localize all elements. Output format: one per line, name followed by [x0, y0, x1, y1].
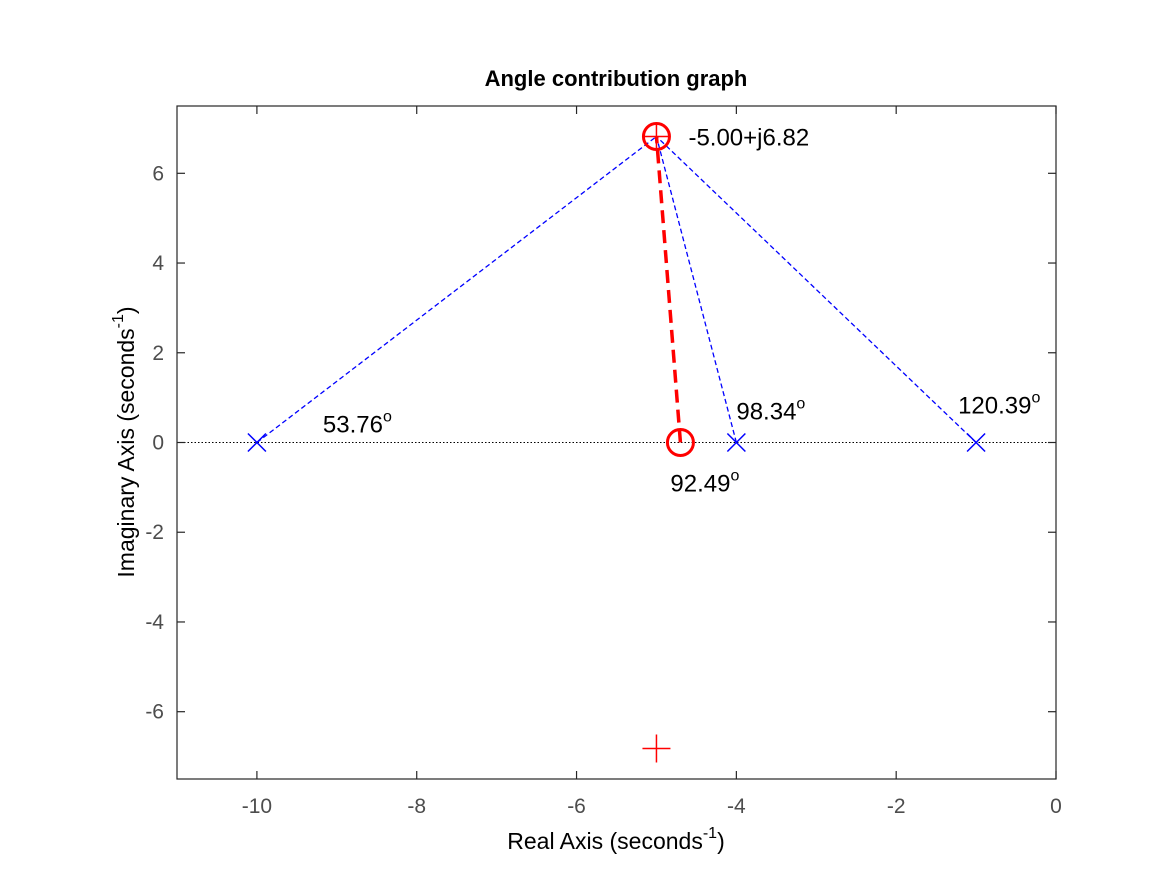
y-tick-label-2: -2 — [145, 521, 164, 544]
test-point-label: -5.00+j6.82 — [688, 125, 809, 152]
pole-vector-line-2 — [656, 136, 977, 443]
pole-vector-line-1 — [655, 136, 737, 443]
angle-label-1: 98.34o — [736, 396, 805, 426]
x-tick-label-0: -10 — [242, 795, 272, 818]
pole-marker-stroke-b — [726, 432, 746, 453]
angle-label-value: 92.49 — [670, 471, 730, 498]
chart-title: Angle contribution graph — [485, 66, 748, 91]
x-axis-label: Real Axis (seconds-1) — [507, 825, 725, 854]
angle-label-0: 53.76o — [323, 409, 392, 439]
y-axis-label-suffix: ) — [113, 306, 139, 314]
angle-label-3: 92.49o — [670, 468, 739, 498]
y-tick-label-5: 4 — [152, 252, 164, 275]
degree-symbol: o — [1031, 390, 1040, 407]
zero-marker-0 — [665, 428, 695, 457]
angle-label-value: 53.76 — [323, 412, 383, 439]
y-tick-label-1: -4 — [145, 611, 164, 634]
x-tick-label-2: -6 — [567, 795, 586, 818]
y-tick-label-3: 0 — [152, 432, 164, 455]
angle-label-value: 120.39 — [958, 393, 1031, 420]
y-axis-label-sup: -1 — [110, 314, 127, 328]
x-axis-label-text: Real Axis (seconds — [507, 828, 703, 854]
y-tick-label-0: -6 — [145, 701, 164, 724]
pole-marker-stroke-b — [966, 432, 986, 453]
x-tick-label-3: -4 — [727, 795, 746, 818]
plot-area — [177, 106, 1056, 779]
x-axis-label-suffix: ) — [717, 828, 725, 854]
pole-marker-0 — [247, 432, 267, 453]
degree-symbol: o — [796, 396, 805, 413]
x-axis-label-sup: -1 — [703, 825, 717, 842]
plot-box — [176, 105, 1057, 780]
pole-marker-stroke-b — [247, 432, 267, 453]
x-tick-label-4: -2 — [887, 795, 906, 818]
test-point-circle — [641, 122, 671, 152]
y-tick-label-4: 2 — [152, 342, 164, 365]
pole-marker-2 — [966, 432, 986, 453]
x-tick-label-1: -8 — [407, 795, 426, 818]
conjugate-point-marker — [642, 734, 671, 763]
degree-symbol: o — [383, 409, 392, 426]
test-point-marker — [641, 122, 671, 152]
y-axis-label-text: Imaginary Axis (seconds — [113, 328, 139, 577]
degree-symbol: o — [730, 468, 739, 485]
pole-marker-1 — [726, 432, 746, 453]
y-axis-label: Imaginary Axis (seconds-1) — [110, 306, 139, 577]
angle-label-2: 120.39o — [958, 390, 1040, 420]
zero-vector-line-0 — [654, 136, 683, 443]
x-tick-label-5: 0 — [1050, 795, 1062, 818]
angle-label-value: 98.34 — [736, 399, 796, 426]
pole-vector-line-0 — [256, 135, 657, 444]
y-tick-label-6: 6 — [152, 162, 164, 185]
